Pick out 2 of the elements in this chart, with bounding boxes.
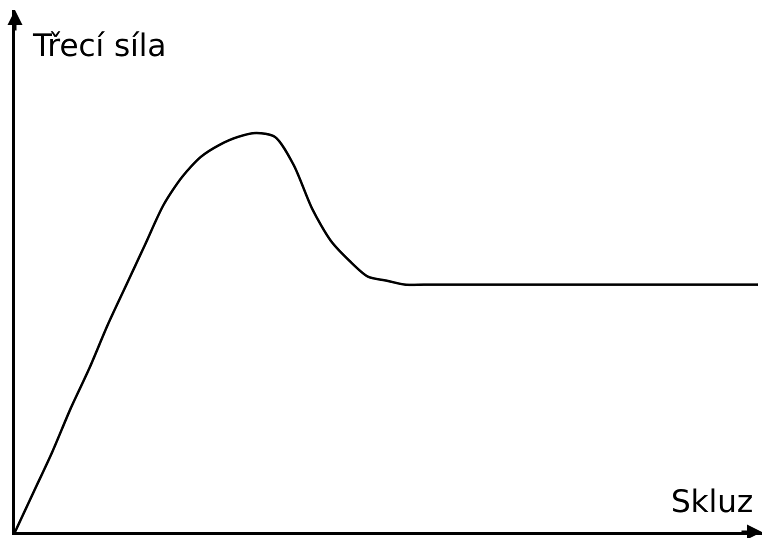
y-axis-title: Třecí síla: [32, 28, 166, 64]
x-axis-title: Skluz: [671, 484, 754, 520]
